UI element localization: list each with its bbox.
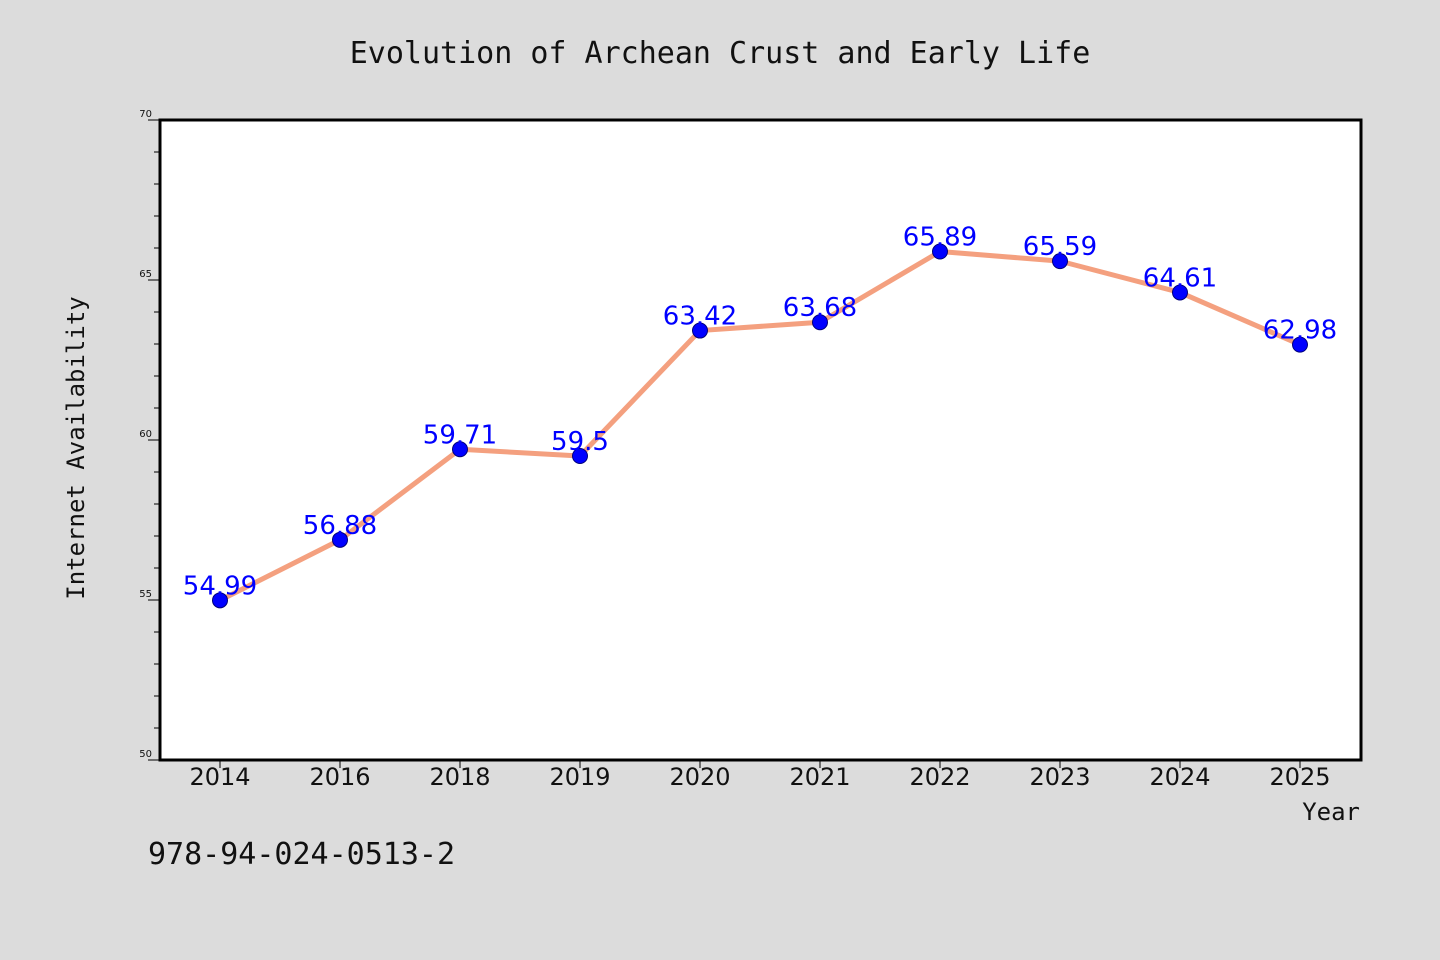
isbn-text: 978-94-024-0513-2	[148, 837, 455, 872]
data-label: 59.5	[551, 427, 609, 457]
y-axis: 50 55 60 65 70	[139, 109, 160, 761]
chart-title: Evolution of Archean Crust and Early Lif…	[350, 36, 1091, 71]
data-point	[212, 592, 228, 609]
x-tick-label: 2025	[1269, 763, 1330, 791]
x-axis: 2014 2016 2018 2019 2020 2021 2022 2023 2024 2025	[189, 760, 1331, 791]
data-label: 65.89	[903, 223, 977, 253]
x-tick-label: 2022	[909, 763, 970, 791]
data-point	[332, 531, 348, 548]
data-label: 65.59	[1023, 232, 1097, 262]
y-tick-label: 65	[139, 269, 152, 280]
plot-area	[158, 118, 1363, 762]
data-point	[1172, 284, 1188, 301]
y-axis-label: Internet Availability	[62, 296, 90, 599]
y-tick-label: 60	[139, 429, 152, 440]
data-label: 64.61	[1143, 263, 1217, 293]
data-label: 62.98	[1263, 316, 1337, 346]
data-point	[812, 314, 828, 331]
data-label: 63.68	[783, 293, 857, 323]
data-point	[452, 441, 468, 458]
y-tick-label: 55	[139, 589, 152, 600]
data-label: 59.71	[423, 420, 497, 450]
x-tick-label: 2024	[1149, 763, 1210, 791]
y-tick-label: 70	[139, 109, 152, 120]
x-tick-label: 2018	[429, 763, 490, 791]
x-tick-label: 2016	[309, 763, 370, 791]
data-point	[932, 243, 948, 260]
data-label: 63.42	[663, 302, 737, 332]
x-axis-label: Year	[1302, 798, 1360, 826]
x-tick-label: 2019	[549, 763, 610, 791]
data-point	[1052, 253, 1068, 270]
data-point	[1292, 336, 1308, 353]
data-labels-group: 54.99 56.88 59.71 59.5 63.42 63.68 65.89 65.59 6…	[183, 223, 1337, 602]
y-tick-label: 50	[139, 749, 152, 760]
series-line	[217, 249, 1303, 603]
x-tick-label: 2014	[189, 763, 250, 791]
data-label: 56.88	[303, 511, 377, 541]
x-tick-label: 2023	[1029, 763, 1090, 791]
x-tick-label: 2021	[789, 763, 850, 791]
data-point	[692, 322, 708, 339]
data-point	[572, 448, 588, 464]
data-label: 54.99	[183, 571, 257, 601]
series-points-group	[212, 243, 1308, 609]
x-tick-label: 2020	[669, 763, 730, 791]
series-line-group	[217, 249, 1303, 603]
